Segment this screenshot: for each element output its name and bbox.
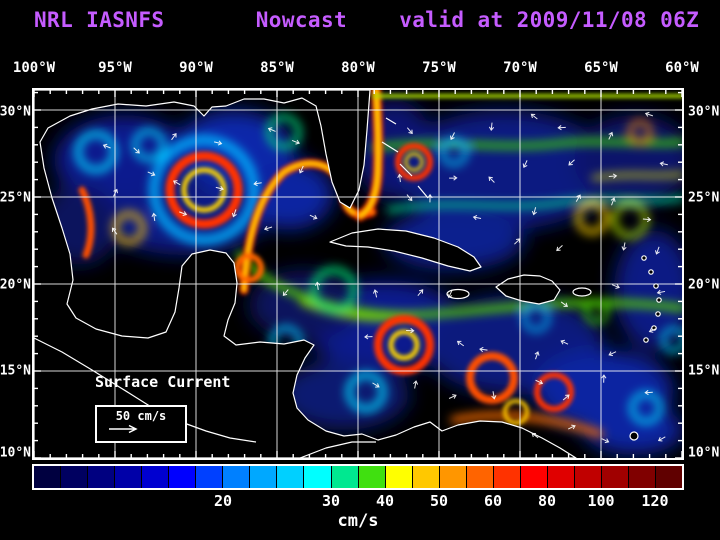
lat-axis-label-left: 25°N	[0, 190, 31, 206]
colorbar-segment	[358, 466, 385, 488]
lon-axis-label: 100°W	[12, 60, 56, 76]
lon-axis-label: 65°W	[584, 60, 618, 76]
scale-box: 50 cm/s	[95, 405, 187, 443]
lat-axis-right: 30°N 25°N 20°N 15°N 10°N	[688, 0, 720, 540]
colorbar-tick-label: 20	[213, 492, 233, 510]
map-svg	[34, 90, 682, 458]
colorbar-tick-label: 50	[429, 492, 449, 510]
current-arrows	[102, 111, 668, 444]
lat-axis-left: 30°N 25°N 20°N 15°N 10°N	[0, 0, 31, 540]
colorbar-segment	[223, 466, 250, 488]
map-plot: Surface Current 50 cm/s	[32, 88, 684, 460]
axis-ticks	[34, 90, 682, 458]
colorbar-segment	[304, 466, 331, 488]
colorbar-segment	[629, 466, 656, 488]
lat-axis-label-right: 25°N	[688, 190, 720, 206]
lon-axis: 100°W 95°W 90°W 85°W 80°W 75°W 70°W 65°W 60°W	[0, 58, 720, 80]
colorbar-segment	[466, 466, 493, 488]
lat-axis-label-right: 20°N	[688, 277, 720, 293]
lon-axis-label: 75°W	[422, 60, 456, 76]
colorbar-segment	[88, 466, 115, 488]
grid-lines	[34, 90, 682, 458]
land-coastlines	[34, 90, 662, 458]
colorbar-segment	[250, 466, 277, 488]
colorbar	[32, 464, 684, 490]
lat-axis-label-left: 20°N	[0, 277, 31, 293]
colorbar-segment	[547, 466, 574, 488]
colorbar-tick-label: 80	[537, 492, 557, 510]
colorbar-segment	[61, 466, 88, 488]
surface-current-label: Surface Current	[95, 373, 231, 391]
colorbar-segment	[385, 466, 412, 488]
colorbar-segment	[412, 466, 439, 488]
strong-currents-layer	[78, 90, 682, 425]
colorbar-segment	[493, 466, 520, 488]
colorbar-segment	[574, 466, 601, 488]
colorbar-tick-label: 100	[587, 492, 615, 510]
colorbar-segment	[439, 466, 466, 488]
lat-axis-label-right: 15°N	[688, 363, 720, 379]
colorbar-segment	[142, 466, 169, 488]
colorbar-tick-label: 60	[483, 492, 502, 510]
colorbar-segment	[34, 466, 61, 488]
colorbar-segment	[656, 466, 683, 488]
colorbar-unit: cm/s	[337, 511, 379, 531]
lon-axis-label: 95°W	[98, 60, 132, 76]
lat-axis-label-right: 30°N	[688, 104, 720, 120]
lon-axis-label: 60°W	[665, 60, 699, 76]
lon-axis-label: 70°W	[503, 60, 537, 76]
colorbar-segment	[196, 466, 223, 488]
lat-axis-label-left: 15°N	[0, 363, 31, 379]
colorbar-tick-label: 120	[641, 492, 669, 510]
scale-value: 50 cm/s	[115, 409, 167, 423]
colorbar-segment	[169, 466, 196, 488]
colorbar-segment	[601, 466, 629, 488]
colorbar-segment	[115, 466, 142, 488]
colorbar-tick-label: 30	[321, 492, 340, 510]
scale-arrow-icon	[109, 424, 138, 434]
plot-title: NRL IASNFS Nowcast valid at 2009/11/08 0…	[34, 8, 700, 32]
colorbar-tick-label: 40	[375, 492, 395, 510]
lat-axis-label-left: 30°N	[0, 104, 31, 120]
current-swirls-layer	[75, 114, 682, 438]
lon-axis-label: 90°W	[179, 60, 213, 76]
colorbar-segment	[331, 466, 358, 488]
lat-axis-label-right: 10°N	[688, 445, 720, 461]
lon-axis-label: 85°W	[260, 60, 294, 76]
colorbar-segment	[277, 466, 304, 488]
colorbar-ticks: 20 30 40 50 60 80 100 120	[34, 492, 682, 510]
lon-axis-label: 80°W	[341, 60, 375, 76]
lat-axis-label-left: 10°N	[0, 445, 31, 461]
colorbar-segment	[520, 466, 547, 488]
